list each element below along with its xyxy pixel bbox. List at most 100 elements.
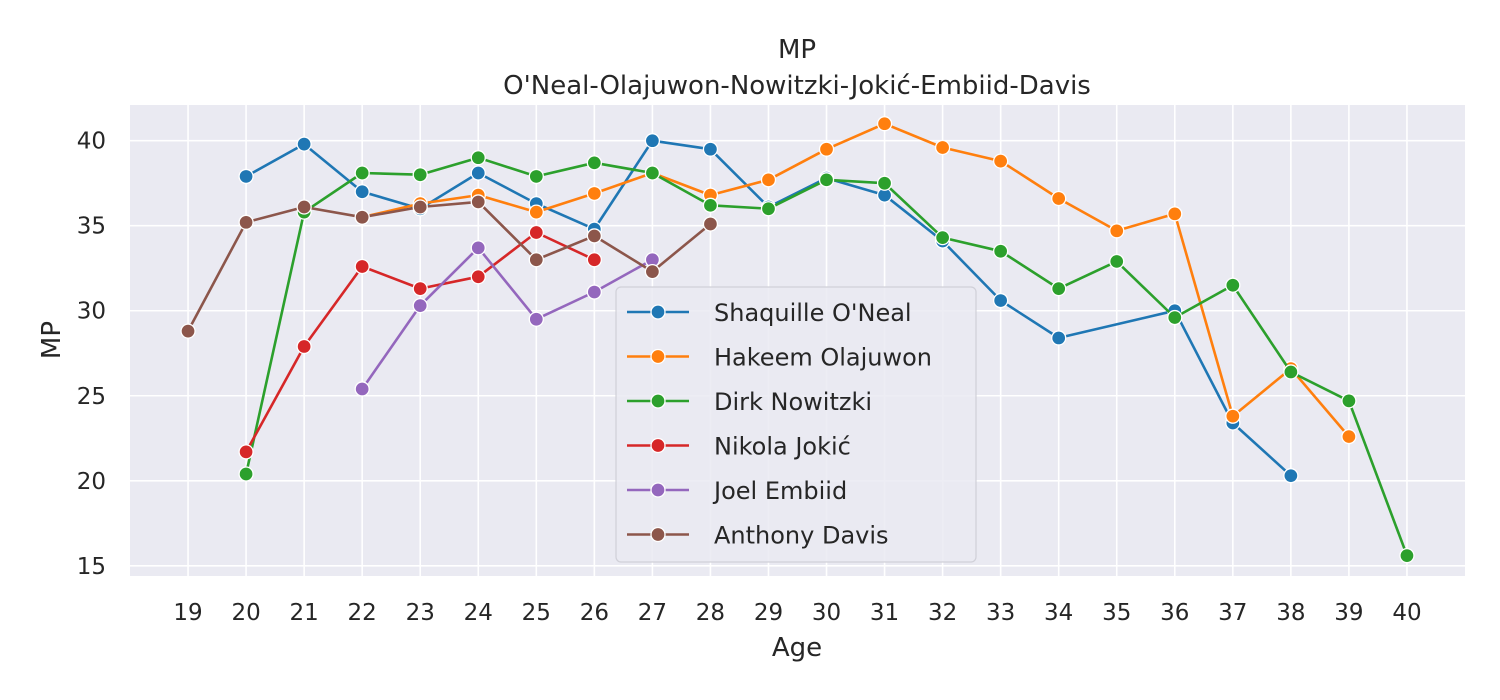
data-point — [354, 209, 370, 225]
x-tick-label: 19 — [173, 600, 202, 626]
data-point — [1399, 547, 1415, 564]
y-tick-label: 40 — [77, 129, 106, 155]
x-tick-label: 31 — [870, 600, 899, 626]
data-point — [586, 284, 602, 300]
data-point — [412, 280, 428, 297]
data-point — [1167, 309, 1183, 326]
data-point — [1109, 253, 1125, 270]
legend: Shaquille O'Neal Hakeem Olajuwon Dirk Nowi… — [615, 286, 977, 563]
x-tick-label: 33 — [986, 600, 1015, 626]
series-line — [361, 122, 1350, 438]
data-point — [412, 167, 428, 183]
x-tick-label: 23 — [406, 600, 435, 626]
x-tick-labels: 19 20 21 22 23 24 25 26 27 28 29 30 31 32 33 34 35 36 37 38… — [173, 600, 1421, 626]
data-point — [238, 214, 254, 230]
x-tick-label: 22 — [348, 600, 377, 626]
legend-marker — [650, 304, 666, 320]
data-point — [412, 297, 428, 314]
data-point — [1341, 393, 1357, 409]
data-point — [1051, 330, 1067, 346]
data-point — [934, 139, 951, 156]
y-tick-label: 30 — [77, 299, 106, 325]
x-tick-label: 25 — [522, 600, 551, 626]
data-point — [238, 444, 254, 460]
x-tick-label: 34 — [1044, 600, 1073, 626]
data-point — [1283, 364, 1299, 380]
data-point — [180, 323, 196, 339]
x-tick-label: 32 — [928, 600, 957, 626]
data-point — [238, 168, 254, 185]
data-point — [702, 197, 719, 213]
x-axis-label: Age — [772, 633, 822, 663]
data-point — [528, 168, 544, 185]
y-tick-label: 20 — [77, 469, 106, 495]
y-tick-label: 25 — [77, 384, 106, 410]
data-point — [1167, 206, 1183, 222]
legend-marker — [650, 393, 666, 409]
legend-entry: Anthony Davis — [627, 522, 889, 550]
data-point — [876, 175, 893, 191]
data-point — [296, 136, 312, 152]
data-point — [354, 258, 370, 275]
legend-entry: Dirk Nowitzki — [627, 388, 872, 416]
y-tick-label: 35 — [77, 214, 106, 240]
series-layer — [180, 116, 1415, 564]
data-point — [586, 252, 602, 268]
x-tick-label: 20 — [231, 600, 260, 626]
data-point — [760, 172, 777, 188]
data-point — [296, 338, 312, 355]
x-tick-label: 21 — [289, 600, 318, 626]
legend-entry: Hakeem Olajuwon — [627, 344, 932, 372]
data-point — [470, 240, 486, 256]
data-point — [818, 172, 835, 188]
data-point — [470, 269, 486, 285]
legend-label: Dirk Nowitzki — [714, 388, 872, 416]
legend-marker — [650, 348, 666, 365]
data-point — [1225, 277, 1241, 293]
x-tick-label: 39 — [1334, 600, 1363, 626]
legend-marker — [650, 482, 666, 498]
legend-label: Shaquille O'Neal — [714, 299, 912, 327]
legend-marker — [650, 437, 666, 454]
data-point — [644, 263, 661, 280]
chart-subtitle: O'Neal-Olajuwon-Nowitzki-Jokić-Embiid-Da… — [503, 71, 1091, 101]
data-point — [1051, 280, 1067, 297]
legend-label: Anthony Davis — [714, 522, 889, 550]
legend-box — [615, 286, 977, 563]
data-point — [412, 199, 428, 215]
data-point — [470, 194, 486, 210]
x-tick-label: 28 — [696, 600, 725, 626]
data-point — [1341, 428, 1357, 445]
legend-marker — [650, 526, 666, 543]
data-point — [818, 141, 835, 157]
data-point — [354, 381, 370, 397]
x-tick-label: 27 — [638, 600, 667, 626]
legend-entry: Nikola Jokić — [627, 433, 851, 461]
series-anthony-davis — [180, 194, 719, 339]
x-tick-label: 35 — [1102, 600, 1131, 626]
data-point — [528, 204, 544, 220]
data-point — [586, 185, 602, 202]
series-line — [186, 200, 712, 332]
data-point — [354, 165, 370, 181]
data-point — [644, 133, 661, 149]
data-point — [1051, 190, 1067, 207]
y-tick-label: 15 — [77, 554, 106, 580]
series-nikola-joki — [238, 224, 602, 460]
data-point — [1109, 223, 1125, 239]
data-point — [238, 466, 254, 482]
series-dirk-nowitzki — [238, 150, 1415, 564]
data-point — [528, 252, 544, 268]
data-point — [702, 216, 719, 232]
data-point — [702, 141, 719, 157]
series-line — [361, 246, 654, 390]
x-tick-label: 38 — [1276, 600, 1305, 626]
data-point — [934, 229, 951, 246]
legend-label: Hakeem Olajuwon — [714, 344, 932, 372]
x-tick-label: 24 — [464, 600, 493, 626]
data-point — [296, 199, 312, 215]
data-point — [354, 184, 370, 200]
data-point — [586, 228, 602, 244]
data-point — [760, 201, 777, 217]
